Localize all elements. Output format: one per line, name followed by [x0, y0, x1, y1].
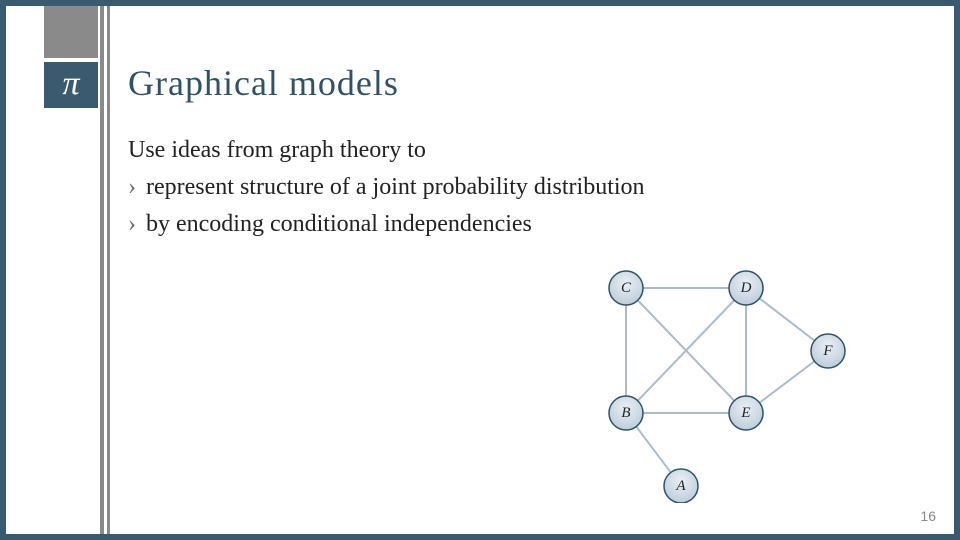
- graph-node-label: B: [621, 405, 630, 421]
- bullet-marker-icon: ›: [128, 169, 136, 206]
- graph-node-label: D: [740, 280, 752, 296]
- graph-edge: [759, 298, 814, 340]
- graph-node-label: A: [675, 478, 686, 494]
- page-number: 16: [920, 508, 936, 524]
- bullet-item: › by encoding conditional independencies: [128, 206, 924, 243]
- vertical-rule-1: [100, 6, 104, 534]
- graph-diagram: C D F B E A: [566, 268, 886, 503]
- lead-text: Use ideas from graph theory to: [128, 132, 924, 169]
- decorative-strip: [44, 6, 98, 58]
- pi-icon: π: [44, 62, 98, 108]
- bullet-text: by encoding conditional independencies: [146, 206, 532, 243]
- graph-node-label: F: [822, 343, 833, 359]
- bullet-marker-icon: ›: [128, 206, 136, 243]
- slide-title: Graphical models: [128, 62, 399, 104]
- vertical-rule-2: [107, 6, 110, 534]
- slide-body: Use ideas from graph theory to › represe…: [128, 132, 924, 244]
- bullet-text: represent structure of a joint probabili…: [146, 169, 645, 206]
- graph-node-label: C: [621, 280, 632, 296]
- bullet-item: › represent structure of a joint probabi…: [128, 169, 924, 206]
- graph-node-label: E: [740, 405, 750, 421]
- graph-edge: [760, 361, 815, 402]
- graph-edge: [636, 427, 671, 473]
- slide: π Graphical models Use ideas from graph …: [0, 0, 960, 540]
